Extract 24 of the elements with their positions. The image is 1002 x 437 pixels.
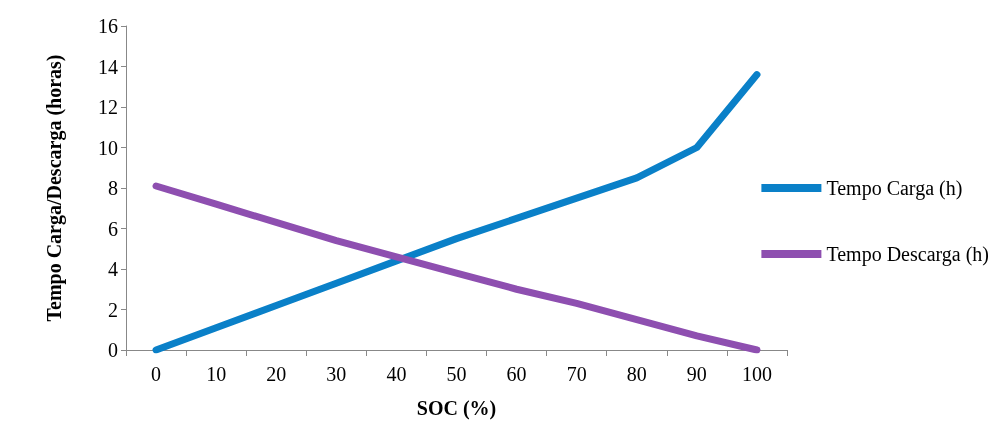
x-tick-label: 30 — [326, 363, 347, 385]
legend-label: Tempo Descarga (h) — [826, 243, 989, 266]
x-tick-label: 10 — [206, 363, 227, 385]
x-axis-title: SOC (%) — [416, 397, 497, 420]
x-tick-label: 100 — [741, 363, 772, 385]
x-tick-label: 70 — [566, 363, 587, 385]
y-tick-label: 14 — [98, 55, 118, 78]
x-tick-label: 80 — [626, 363, 647, 385]
x-tick-label: 90 — [686, 363, 707, 385]
y-axis-title: Tempo Carga/Descarga (horas) — [43, 54, 66, 322]
x-tick-label: 60 — [506, 363, 527, 385]
y-tick-label: 2 — [108, 298, 118, 321]
y-tick-label: 4 — [108, 258, 118, 280]
y-tick-label: 12 — [98, 96, 118, 118]
x-tick-label: 0 — [151, 363, 162, 385]
legend-label: Tempo Carga (h) — [826, 177, 963, 200]
x-tick-label: 20 — [266, 363, 287, 385]
y-tick-label: 8 — [108, 177, 118, 199]
y-tick-label: 0 — [108, 339, 118, 361]
x-tick-label: 50 — [446, 363, 467, 385]
y-tick-label: 16 — [98, 15, 118, 37]
y-tick-label: 6 — [108, 217, 118, 240]
y-tick-label: 10 — [98, 136, 118, 159]
x-tick-label: 40 — [386, 363, 407, 385]
